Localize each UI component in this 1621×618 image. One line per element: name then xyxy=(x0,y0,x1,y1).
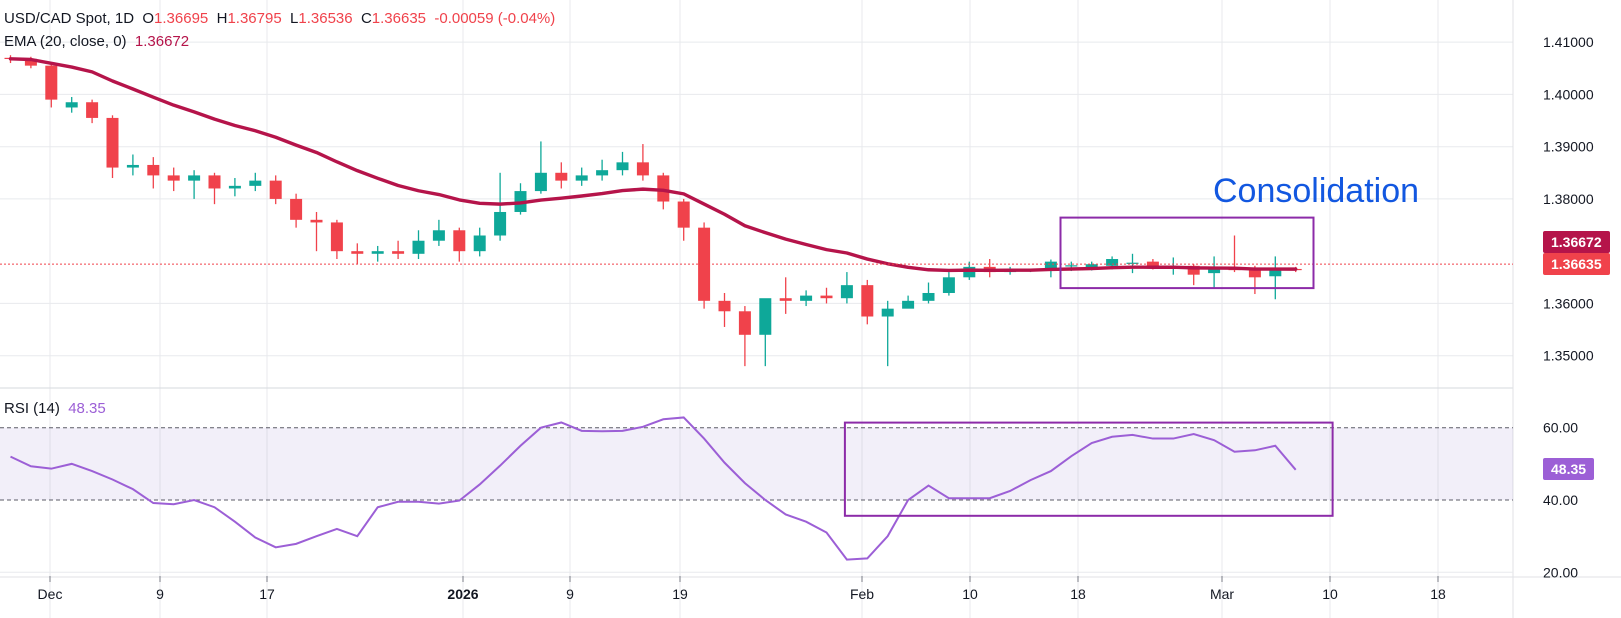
svg-text:1.36000: 1.36000 xyxy=(1543,295,1594,311)
svg-text:1.40000: 1.40000 xyxy=(1543,86,1594,102)
svg-text:18: 18 xyxy=(1430,586,1446,602)
svg-text:1.41000: 1.41000 xyxy=(1543,34,1594,50)
svg-text:Feb: Feb xyxy=(850,586,874,602)
svg-text:2026: 2026 xyxy=(447,586,478,602)
svg-text:1.38000: 1.38000 xyxy=(1543,191,1594,207)
svg-text:19: 19 xyxy=(672,586,688,602)
svg-text:9: 9 xyxy=(566,586,574,602)
svg-text:18: 18 xyxy=(1070,586,1086,602)
svg-text:10: 10 xyxy=(1322,586,1338,602)
svg-text:17: 17 xyxy=(259,586,275,602)
svg-text:1.39000: 1.39000 xyxy=(1543,139,1594,155)
svg-text:1.35000: 1.35000 xyxy=(1543,348,1594,364)
svg-text:20.00: 20.00 xyxy=(1543,564,1578,580)
svg-text:Dec: Dec xyxy=(38,586,63,602)
svg-text:9: 9 xyxy=(156,586,164,602)
svg-text:Mar: Mar xyxy=(1210,586,1234,602)
svg-text:10: 10 xyxy=(962,586,978,602)
svg-text:60.00: 60.00 xyxy=(1543,420,1578,436)
svg-text:40.00: 40.00 xyxy=(1543,492,1578,508)
